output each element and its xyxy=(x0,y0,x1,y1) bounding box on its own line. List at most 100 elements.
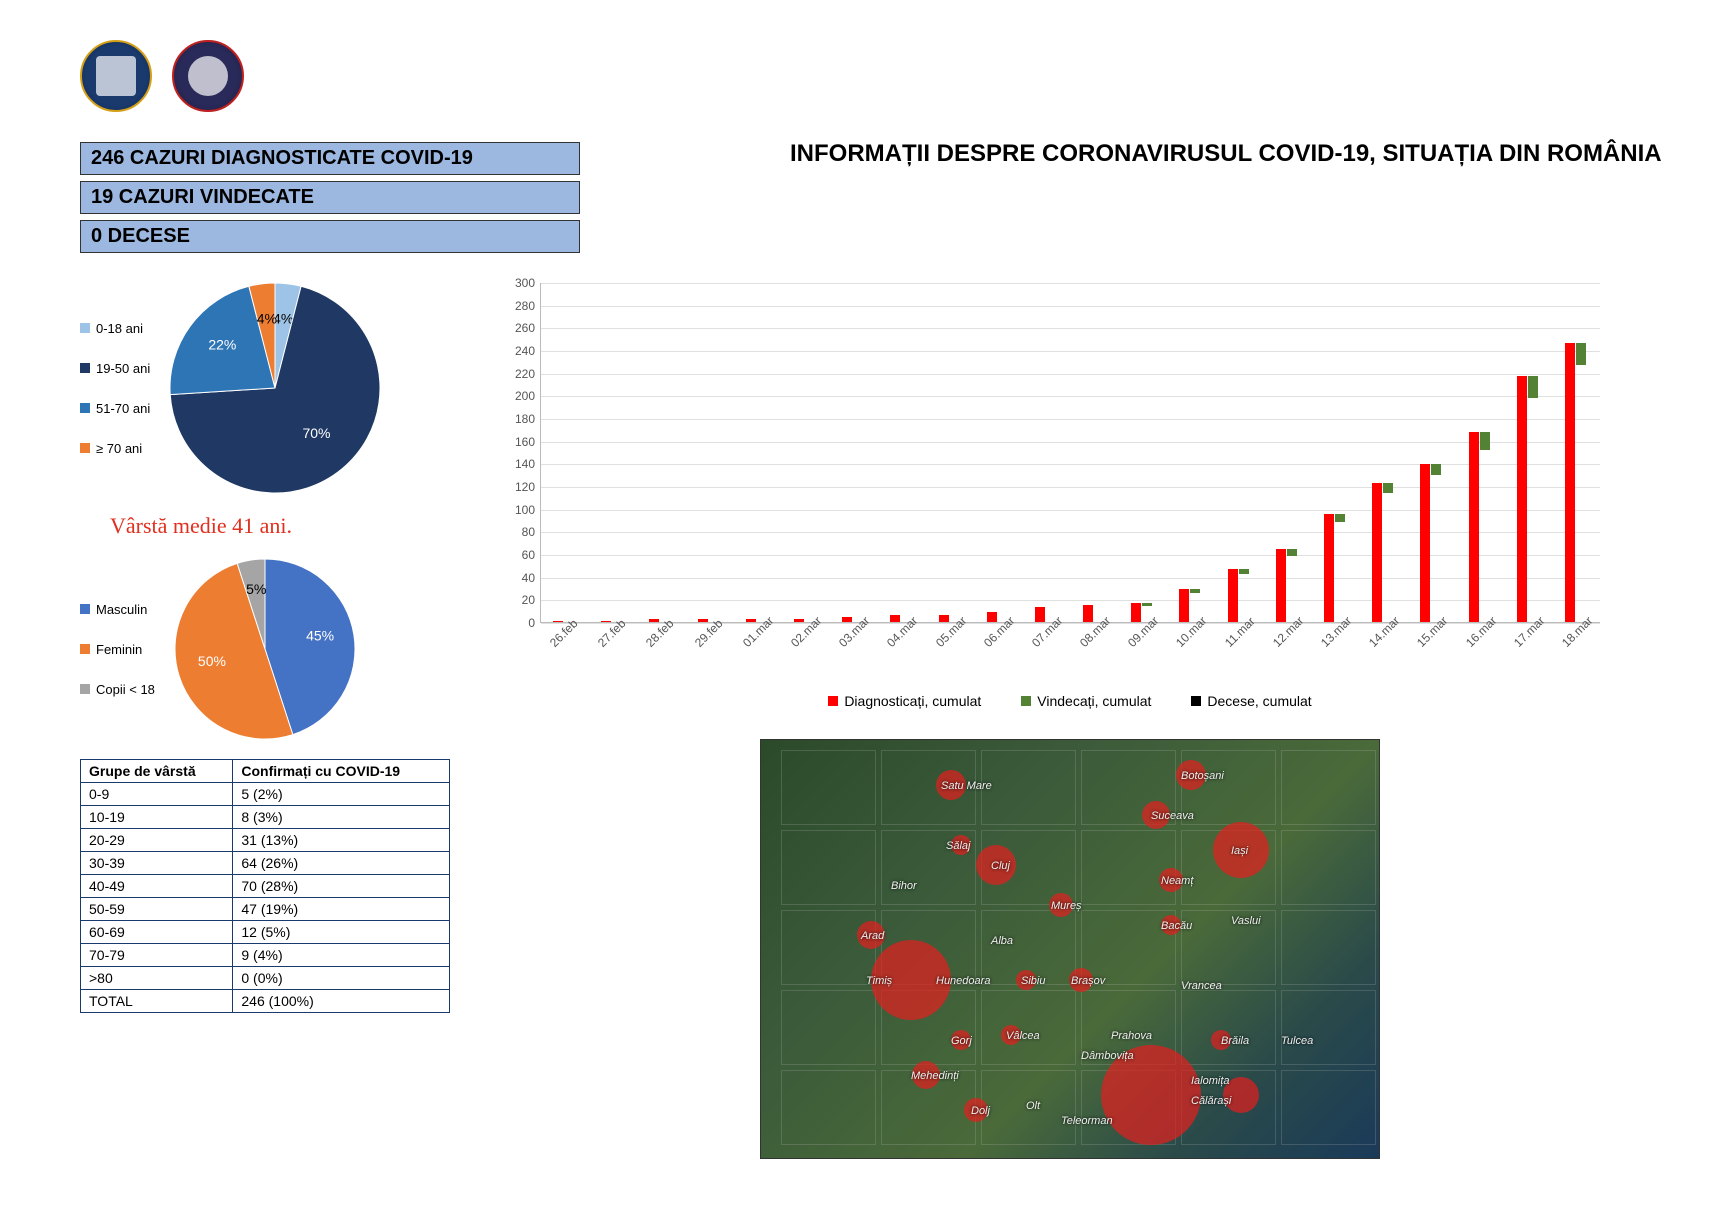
bar xyxy=(1383,483,1393,493)
county-label: Suceava xyxy=(1151,810,1194,822)
bar xyxy=(1035,607,1045,622)
stat-diagnosed: 246 CAZURI DIAGNOSTICATE COVID-19 xyxy=(80,142,580,175)
county-label: Dolj xyxy=(971,1105,990,1117)
svg-text:70%: 70% xyxy=(303,425,331,441)
table-row: 40-4970 (28%) xyxy=(81,875,450,898)
table-row: 60-6912 (5%) xyxy=(81,921,450,944)
table-row: 0-95 (2%) xyxy=(81,783,450,806)
bar xyxy=(1372,483,1382,622)
age-pie-row: 0-18 ani 19-50 ani 51-70 ani ≥ 70 ani 4% 70%… xyxy=(80,273,460,503)
county-label: Teleorman xyxy=(1061,1115,1113,1127)
legend-item: Diagnosticați, cumulat xyxy=(828,693,981,709)
county-label: Tulcea xyxy=(1281,1035,1313,1047)
stat-recovered: 19 CAZURI VINDECATE xyxy=(80,181,580,214)
bar xyxy=(1179,589,1189,622)
county-label: Brașov xyxy=(1071,975,1105,987)
county-label: Cluj xyxy=(991,860,1010,872)
county-label: Neamț xyxy=(1161,875,1193,887)
bar xyxy=(553,621,563,622)
svg-text:45%: 45% xyxy=(306,627,334,643)
county-label: Hunedoara xyxy=(936,975,990,987)
county-label: Timiș xyxy=(866,975,892,987)
legend-item: ≥ 70 ani xyxy=(80,441,150,456)
bar xyxy=(1528,376,1538,398)
svg-text:50%: 50% xyxy=(198,653,226,669)
county-label: Arad xyxy=(861,930,884,942)
county-label: Vrancea xyxy=(1181,980,1222,992)
county-label: Mehedinți xyxy=(911,1070,959,1082)
county-label: Dâmbovița xyxy=(1081,1050,1134,1062)
sex-pie-chart: 45% 50% 5% xyxy=(165,549,365,749)
legend-item: Decese, cumulat xyxy=(1191,693,1311,709)
county-label: Satu Mare xyxy=(941,780,992,792)
bar xyxy=(1335,514,1345,522)
table-row: 10-198 (3%) xyxy=(81,806,450,829)
svg-text:22%: 22% xyxy=(209,337,237,353)
bar-chart: 0204060801001201401601802002202402602803… xyxy=(540,283,1600,623)
dept-logo xyxy=(172,40,244,112)
county-label: Botoșani xyxy=(1181,770,1224,782)
header xyxy=(80,40,1640,112)
county-label: Vâlcea xyxy=(1006,1030,1040,1042)
county-label: Iași xyxy=(1231,845,1248,857)
bar xyxy=(1480,432,1490,450)
age-pie-legend: 0-18 ani 19-50 ani 51-70 ani ≥ 70 ani xyxy=(80,321,150,456)
bar xyxy=(1287,549,1297,556)
county-label: Gorj xyxy=(951,1035,972,1047)
gov-logo xyxy=(80,40,152,112)
bar xyxy=(1142,603,1152,606)
bar xyxy=(890,615,900,622)
table-row: 50-5947 (19%) xyxy=(81,898,450,921)
age-table: Grupe de vârstăConfirmați cu COVID-19 0-… xyxy=(80,759,450,1013)
county-label: Mureș xyxy=(1051,900,1082,912)
svg-text:4%: 4% xyxy=(257,310,277,326)
county-label: Sălaj xyxy=(946,840,970,852)
avg-age-label: Vârstă medie 41 ani. xyxy=(110,513,460,539)
table-row: 70-799 (4%) xyxy=(81,944,450,967)
age-pie-chart: 4%70%22%4% xyxy=(160,273,390,503)
legend-item: Feminin xyxy=(80,642,155,657)
county-label: Bihor xyxy=(891,880,917,892)
sex-pie-legend: Masculin Feminin Copii < 18 xyxy=(80,602,155,697)
bar xyxy=(1228,569,1238,622)
legend-item: 51-70 ani xyxy=(80,401,150,416)
bar xyxy=(1276,549,1286,622)
bar xyxy=(1576,343,1586,365)
bar xyxy=(794,619,804,622)
bar xyxy=(1131,603,1141,622)
romania-map: Satu Mare Botoșani Suceava Sălaj Cluj Bihor Ia… xyxy=(760,739,1380,1159)
county-label: Brăila xyxy=(1221,1035,1249,1047)
bar xyxy=(1420,464,1430,622)
stat-boxes: 246 CAZURI DIAGNOSTICATE COVID-19 19 CAZ… xyxy=(80,142,580,253)
legend-item: 0-18 ani xyxy=(80,321,150,336)
bar xyxy=(746,619,756,622)
bar xyxy=(939,615,949,622)
bar xyxy=(987,612,997,622)
bar xyxy=(1565,343,1575,622)
bar xyxy=(698,619,708,622)
county-label: Sibiu xyxy=(1021,975,1045,987)
svg-text:5%: 5% xyxy=(246,581,266,597)
bar xyxy=(1239,569,1249,575)
county-label: Vaslui xyxy=(1231,915,1261,927)
county-label: Ialomița xyxy=(1191,1075,1230,1087)
legend-item: Masculin xyxy=(80,602,155,617)
bar-chart-legend: Diagnosticați, cumulat Vindecați, cumulat… xyxy=(500,693,1640,709)
legend-item: Vindecați, cumulat xyxy=(1021,693,1151,709)
table-row: 20-2931 (13%) xyxy=(81,829,450,852)
legend-item: 19-50 ani xyxy=(80,361,150,376)
bar xyxy=(1190,589,1200,592)
bar xyxy=(1324,514,1334,622)
county-label: Călărași xyxy=(1191,1095,1231,1107)
legend-item: Copii < 18 xyxy=(80,682,155,697)
bar xyxy=(1083,605,1093,622)
table-row: >800 (0%) xyxy=(81,967,450,990)
bar xyxy=(842,617,852,622)
sex-pie-row: Masculin Feminin Copii < 18 45% 50% 5% xyxy=(80,549,460,749)
table-row: 30-3964 (26%) xyxy=(81,852,450,875)
bar xyxy=(1431,464,1441,474)
county-label: Olt xyxy=(1026,1100,1040,1112)
table-row: TOTAL246 (100%) xyxy=(81,990,450,1013)
county-label: Prahova xyxy=(1111,1030,1152,1042)
page-title: INFORMAȚII DESPRE CORONAVIRUSUL COVID-19… xyxy=(790,140,1662,168)
